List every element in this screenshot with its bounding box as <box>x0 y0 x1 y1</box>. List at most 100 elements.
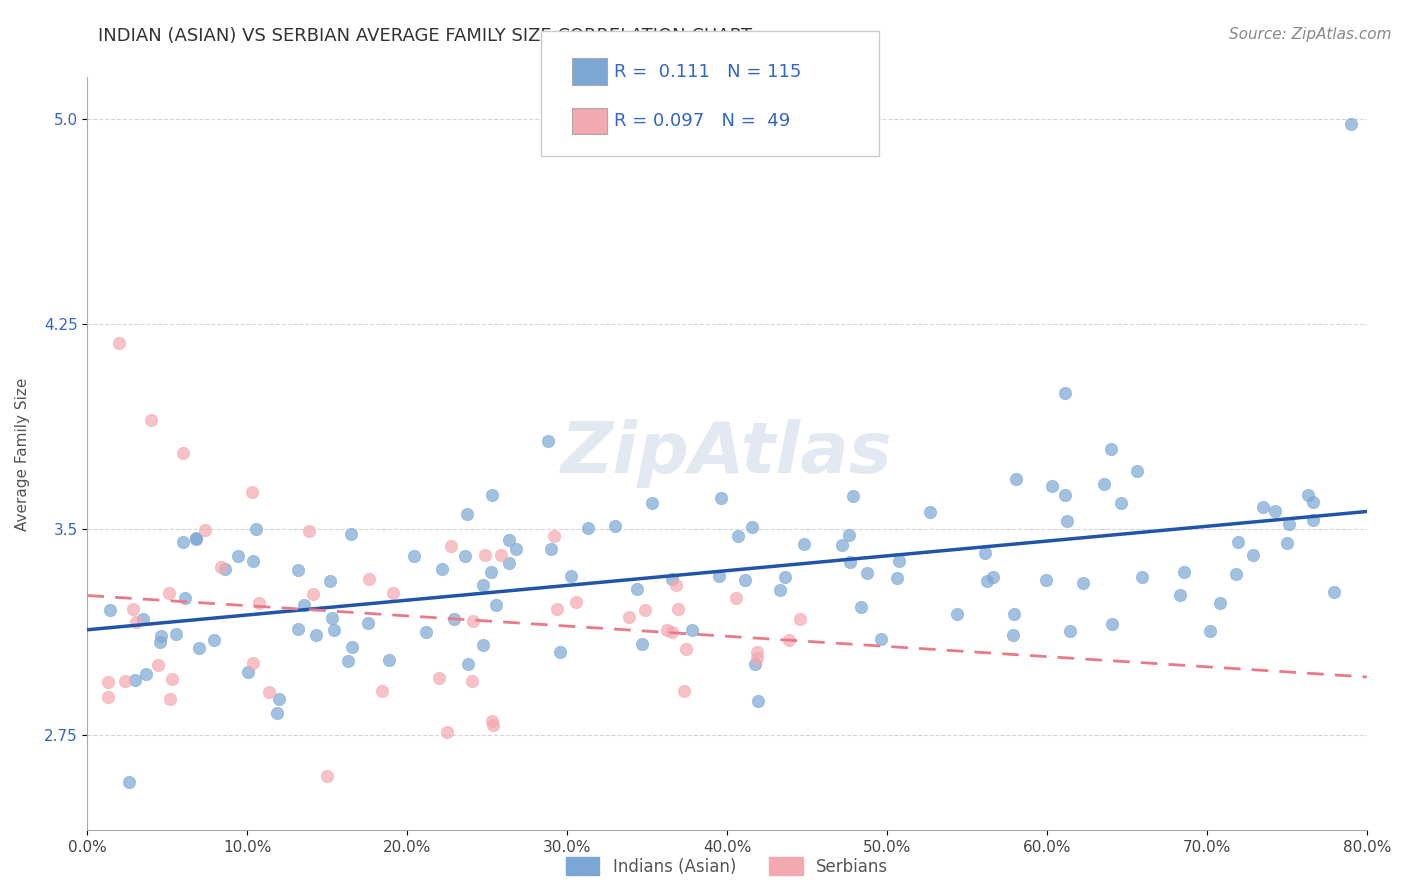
Point <box>641 496 664 510</box>
Point <box>404 549 426 563</box>
Point <box>97 690 120 704</box>
Point <box>540 542 562 557</box>
Point <box>202 632 225 647</box>
Point <box>319 574 342 588</box>
Point <box>436 724 458 739</box>
Point <box>1208 596 1230 610</box>
Point <box>1340 117 1362 131</box>
Point <box>727 529 749 543</box>
Point <box>357 616 380 631</box>
Point <box>141 413 163 427</box>
Point <box>1101 617 1123 632</box>
Point <box>1296 488 1319 502</box>
Point <box>370 684 392 698</box>
Point <box>382 586 405 600</box>
Point <box>160 673 183 687</box>
Point <box>974 546 997 560</box>
Point <box>498 556 520 570</box>
Point <box>1002 607 1025 621</box>
Point <box>342 640 364 654</box>
Point <box>1054 488 1077 502</box>
Point <box>655 623 678 637</box>
Point <box>1042 479 1064 493</box>
Point <box>159 691 181 706</box>
Point <box>269 691 291 706</box>
Point <box>666 602 689 616</box>
Legend: Indians (Asian), Serbians: Indians (Asian), Serbians <box>560 851 894 882</box>
Point <box>236 665 259 679</box>
Point <box>981 570 1004 584</box>
Point <box>150 629 173 643</box>
Point <box>1251 500 1274 514</box>
Point <box>831 537 853 551</box>
Point <box>1241 548 1264 562</box>
Point <box>172 445 194 459</box>
Point <box>440 539 463 553</box>
Point <box>710 491 733 505</box>
Point <box>1059 624 1081 639</box>
Point <box>214 562 236 576</box>
Point <box>1173 565 1195 579</box>
Point <box>505 542 527 557</box>
Point <box>498 533 520 547</box>
Point <box>491 549 513 563</box>
Point <box>457 657 479 671</box>
Point <box>838 528 860 542</box>
Point <box>1001 628 1024 642</box>
Point <box>626 582 648 597</box>
Point <box>1056 514 1078 528</box>
Point <box>482 718 505 732</box>
Point <box>336 654 359 668</box>
Point <box>461 673 484 688</box>
Point <box>1278 516 1301 531</box>
Point <box>443 612 465 626</box>
Point <box>741 520 763 534</box>
Text: R = 0.097   N =  49: R = 0.097 N = 49 <box>614 112 790 130</box>
Point <box>378 653 401 667</box>
Point <box>1054 386 1077 401</box>
Point <box>245 522 267 536</box>
Text: R =  0.111   N = 115: R = 0.111 N = 115 <box>614 62 801 80</box>
Point <box>675 642 697 657</box>
Point <box>661 572 683 586</box>
Point <box>1225 566 1247 581</box>
Point <box>747 694 769 708</box>
Point <box>1199 624 1222 638</box>
Point <box>118 775 141 789</box>
Point <box>323 623 346 637</box>
Point <box>301 587 323 601</box>
Point <box>188 641 211 656</box>
Point <box>1264 504 1286 518</box>
Point <box>946 607 969 621</box>
Point <box>157 586 180 600</box>
Point <box>792 536 814 550</box>
Point <box>745 651 768 665</box>
Point <box>257 685 280 699</box>
Point <box>135 667 157 681</box>
Point <box>98 603 121 617</box>
Point <box>226 549 249 563</box>
Point <box>605 519 627 533</box>
Point <box>240 485 263 500</box>
Point <box>887 554 910 568</box>
Point <box>560 569 582 583</box>
Point <box>1005 472 1028 486</box>
Point <box>209 559 232 574</box>
Point <box>340 526 363 541</box>
Point <box>108 336 131 351</box>
Point <box>778 632 800 647</box>
Point <box>357 573 380 587</box>
Point <box>918 505 941 519</box>
Point <box>186 533 208 547</box>
Point <box>709 569 731 583</box>
Point <box>481 714 503 729</box>
Point <box>427 671 450 685</box>
Point <box>456 508 478 522</box>
Point <box>472 638 495 652</box>
Point <box>1226 534 1249 549</box>
Point <box>855 566 877 580</box>
Point <box>673 683 696 698</box>
Point <box>1126 464 1149 478</box>
Point <box>1323 585 1346 599</box>
Point <box>97 674 120 689</box>
